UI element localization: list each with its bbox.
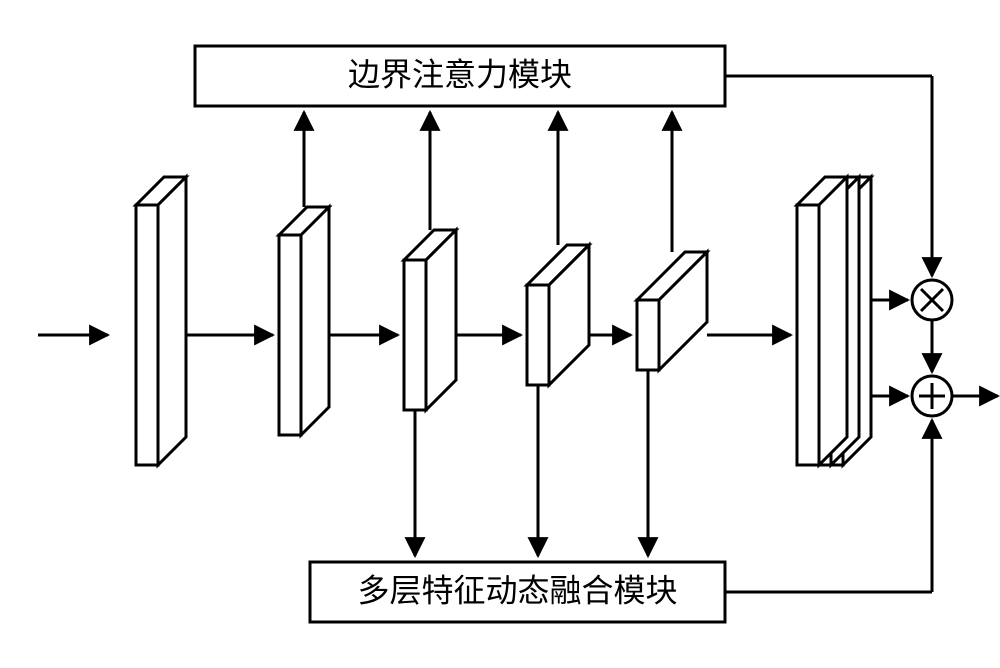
bottom-module-label: 多层特征动态融合模块 — [357, 572, 677, 608]
architecture-diagram: 边界注意力模块多层特征动态融合模块 — [0, 0, 1000, 668]
output-stack-0 — [797, 177, 847, 465]
top-module-label: 边界注意力模块 — [348, 56, 572, 92]
slab-3 — [404, 230, 456, 410]
slab-4 — [527, 245, 589, 385]
slab-2 — [279, 207, 329, 435]
slab-5 — [637, 252, 707, 370]
slab-1 — [136, 177, 186, 465]
